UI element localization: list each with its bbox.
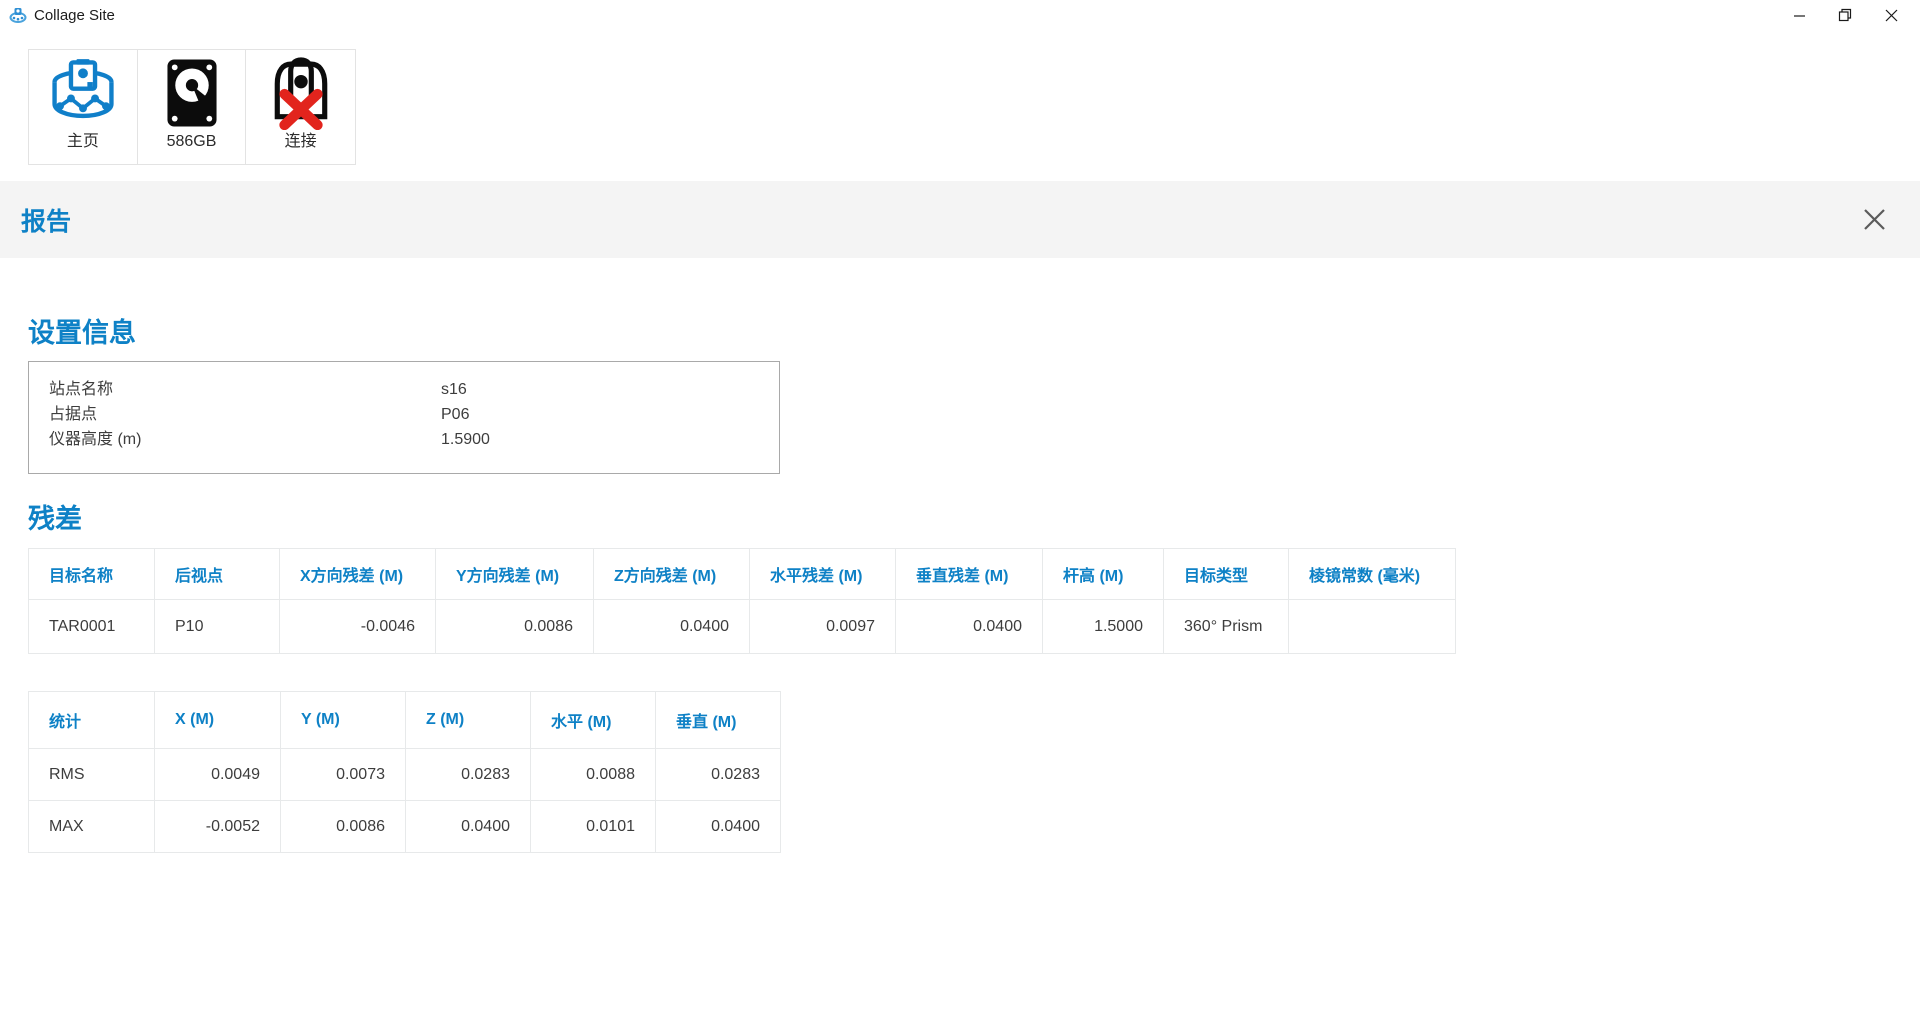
table-row: RMS 0.0049 0.0073 0.0283 0.0088 0.0283 (28, 748, 781, 801)
settings-section-heading: 设置信息 (28, 318, 136, 348)
column-header: Y (M) (280, 691, 406, 749)
settings-value: P06 (441, 406, 470, 423)
residuals-stats-table: 统计 X (M) Y (M) Z (M) 水平 (M) 垂直 (M) RMS 0.0049 0.… (28, 691, 781, 853)
table-cell: 0.0400 (895, 599, 1043, 654)
table-row: MAX -0.0052 0.0086 0.0400 0.0101 0.0400 (28, 800, 781, 853)
column-header: 目标类型 (1163, 548, 1289, 600)
table-cell: -0.0046 (279, 599, 436, 654)
connection-error-icon (274, 57, 327, 130)
titlebar: Collage Site (0, 0, 1920, 30)
settings-label: 站点名称 (49, 381, 114, 398)
close-window-button[interactable] (1868, 0, 1914, 30)
table-cell: 0.0400 (655, 800, 781, 853)
table-cell: 360° Prism (1163, 599, 1289, 654)
window-controls (1776, 0, 1914, 30)
close-icon (1863, 209, 1885, 230)
column-header: 水平 (M) (530, 691, 656, 749)
settings-value: s16 (441, 381, 467, 398)
table-header-row: 目标名称 后视点 X方向残差 (M) Y方向残差 (M) Z方向残差 (M) 水平残差 (… (28, 548, 1456, 600)
settings-label: 占据点 (49, 406, 98, 423)
column-header: X方向残差 (M) (279, 548, 436, 600)
table-cell: P10 (154, 599, 280, 654)
column-header: X (M) (154, 691, 281, 749)
close-report-button[interactable] (1854, 200, 1894, 240)
table-cell: 0.0400 (405, 800, 531, 853)
settings-row: 占据点 P06 (49, 402, 779, 427)
column-header: 垂直 (M) (655, 691, 781, 749)
column-header: 水平残差 (M) (749, 548, 896, 600)
hard-disk-icon (166, 59, 217, 127)
toolbar-label-storage: 586GB (166, 133, 217, 150)
table-cell: 0.0400 (593, 599, 750, 654)
report-header-band: 报告 (0, 181, 1920, 258)
report-content: 设置信息 站点名称 s16 占据点 P06 仪器高度 (m) 1.5900 残差 目标… (0, 318, 1920, 853)
column-header: Y方向残差 (M) (435, 548, 594, 600)
settings-row: 仪器高度 (m) 1.5900 (49, 427, 779, 452)
restore-icon (1838, 8, 1852, 22)
table-cell: 0.0097 (749, 599, 896, 654)
table-cell: MAX (28, 800, 155, 853)
minimize-button[interactable] (1776, 0, 1822, 30)
settings-label: 仪器高度 (m) (49, 431, 142, 448)
residuals-section-heading: 残差 (28, 504, 82, 534)
table-cell: TAR0001 (28, 599, 155, 654)
table-cell: 0.0101 (530, 800, 656, 853)
close-icon (1885, 9, 1897, 21)
app-logo-icon (9, 8, 27, 23)
column-header: Z (M) (405, 691, 531, 749)
column-header: 统计 (28, 691, 155, 749)
settings-info-box: 站点名称 s16 占据点 P06 仪器高度 (m) 1.5900 (28, 361, 780, 474)
window-title: Collage Site (34, 6, 115, 24)
table-cell: 1.5000 (1042, 599, 1164, 654)
column-header: 棱镜常数 (毫米) (1288, 548, 1456, 600)
table-cell: 0.0283 (405, 748, 531, 801)
toolbar-label-home: 主页 (66, 133, 99, 150)
table-cell (1288, 599, 1456, 654)
table-cell: 0.0283 (655, 748, 781, 801)
column-header: 杆高 (M) (1042, 548, 1164, 600)
column-header: Z方向残差 (M) (593, 548, 750, 600)
minimize-icon (1793, 14, 1805, 17)
table-cell: 0.0086 (280, 800, 406, 853)
table-header-row: 统计 X (M) Y (M) Z (M) 水平 (M) 垂直 (M) (28, 691, 781, 749)
restore-button[interactable] (1822, 0, 1868, 30)
table-cell: -0.0052 (154, 800, 281, 853)
report-title: 报告 (21, 207, 72, 236)
toolbar: 主页 586GB (28, 49, 356, 165)
column-header: 后视点 (154, 548, 280, 600)
residuals-targets-table: 目标名称 后视点 X方向残差 (M) Y方向残差 (M) Z方向残差 (M) 水平残差 (… (28, 548, 1456, 654)
column-header: 目标名称 (28, 548, 155, 600)
table-cell: 0.0088 (530, 748, 656, 801)
table-cell: 0.0086 (435, 599, 594, 654)
settings-value: 1.5900 (441, 431, 490, 448)
toolbar-item-home[interactable]: 主页 (29, 50, 138, 164)
table-cell: 0.0073 (280, 748, 406, 801)
toolbar-item-storage[interactable]: 586GB (138, 50, 247, 164)
settings-row: 站点名称 s16 (49, 377, 779, 402)
toolbar-label-connect: 连接 (284, 133, 317, 150)
table-row: TAR0001 P10 -0.0046 0.0086 0.0400 0.0097 0.040… (28, 599, 1456, 654)
table-cell: 0.0049 (154, 748, 281, 801)
survey-home-icon (52, 59, 114, 119)
column-header: 垂直残差 (M) (895, 548, 1043, 600)
toolbar-item-connect[interactable]: 连接 (246, 50, 355, 164)
table-cell: RMS (28, 748, 155, 801)
